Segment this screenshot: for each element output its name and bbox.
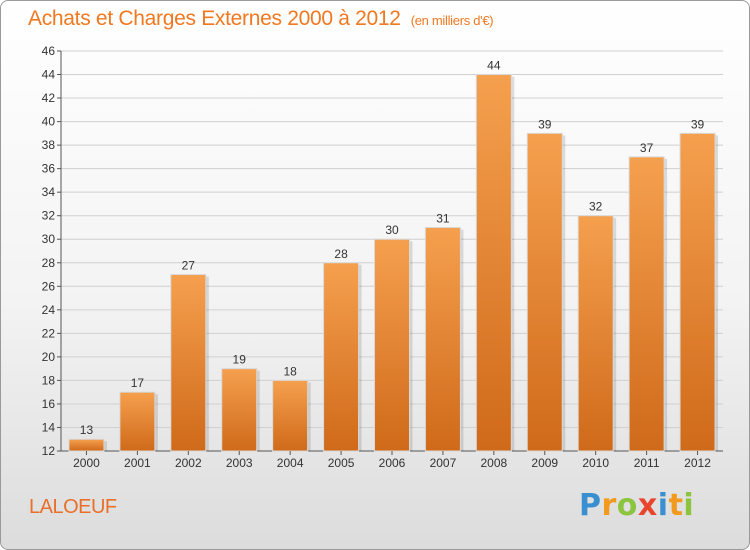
x-tick-label: 2008	[480, 456, 507, 470]
y-tick-label: 42	[42, 91, 56, 105]
bar	[323, 262, 360, 452]
logo-letter: x	[637, 488, 658, 523]
y-tick-label: 30	[42, 232, 56, 246]
bar	[475, 74, 512, 452]
y-tick-label: 18	[42, 373, 56, 387]
y-tick-label: 40	[42, 115, 56, 129]
bar	[424, 226, 461, 452]
x-tick-label: 2010	[582, 456, 609, 470]
logo-letter: r	[601, 488, 617, 523]
commune-name: LALOEUF	[29, 496, 117, 518]
bar	[374, 238, 410, 452]
proxiti-logo: Proxiti	[579, 488, 694, 523]
y-tick-label: 24	[42, 303, 56, 317]
x-tick-label: 2005	[328, 456, 355, 470]
y-tick-label: 22	[42, 326, 56, 340]
y-tick-label: 12	[42, 444, 56, 458]
bar-value-label: 30	[385, 223, 399, 237]
y-tick-label: 36	[42, 162, 56, 176]
bar-value-label: 13	[80, 423, 94, 437]
bar	[679, 132, 716, 452]
y-tick-label: 28	[42, 256, 56, 270]
bar	[577, 215, 614, 452]
x-tick-label: 2007	[430, 456, 457, 470]
y-tick-label: 14	[42, 420, 56, 434]
bar	[68, 438, 105, 452]
bar	[628, 156, 665, 452]
bar	[526, 132, 563, 452]
logo-letter: P	[579, 488, 602, 523]
bar-value-label: 19	[233, 353, 247, 367]
bar-value-label: 39	[691, 117, 705, 131]
bar-value-label: 44	[487, 59, 501, 73]
y-tick-label: 34	[42, 185, 56, 199]
bar-value-label: 28	[334, 247, 348, 261]
chart-title: Achats et Charges Externes 2000 à 2012 (e…	[28, 7, 494, 31]
x-tick-label: 2003	[226, 456, 253, 470]
y-tick-label: 26	[42, 279, 56, 293]
y-tick-label: 32	[42, 209, 56, 223]
x-tick-label: 2006	[379, 456, 406, 470]
bar	[221, 368, 258, 452]
x-tick-label: 2004	[277, 456, 304, 470]
chart-title-text: Achats et Charges Externes 2000 à 2012	[28, 7, 401, 30]
bar	[119, 391, 156, 452]
logo-letter: t	[668, 488, 684, 523]
bar-value-label: 31	[436, 211, 450, 225]
chart-unit-label: (en milliers d'€)	[410, 13, 494, 28]
bar	[272, 379, 309, 452]
x-tick-label: 2009	[531, 456, 558, 470]
x-tick-label: 2002	[175, 456, 202, 470]
x-tick-label: 2001	[124, 456, 151, 470]
bar-value-label: 27	[182, 259, 196, 273]
x-tick-label: 2012	[684, 456, 711, 470]
logo-letter: o	[616, 488, 638, 523]
y-tick-label: 38	[42, 138, 56, 152]
bar-value-label: 32	[589, 200, 603, 214]
bar-value-label: 37	[640, 141, 654, 155]
x-tick-label: 2011	[634, 456, 660, 470]
bar-value-label: 39	[538, 117, 552, 131]
y-tick-label: 44	[42, 68, 56, 82]
x-tick-label: 2000	[73, 456, 100, 470]
logo-letter: i	[657, 488, 669, 523]
bar-value-label: 17	[131, 376, 145, 390]
y-tick-label: 46	[42, 44, 56, 58]
bar	[170, 274, 207, 452]
logo-letter: i	[683, 488, 695, 523]
y-tick-label: 16	[42, 397, 56, 411]
y-tick-label: 20	[42, 350, 56, 364]
bar-value-label: 18	[283, 364, 297, 378]
